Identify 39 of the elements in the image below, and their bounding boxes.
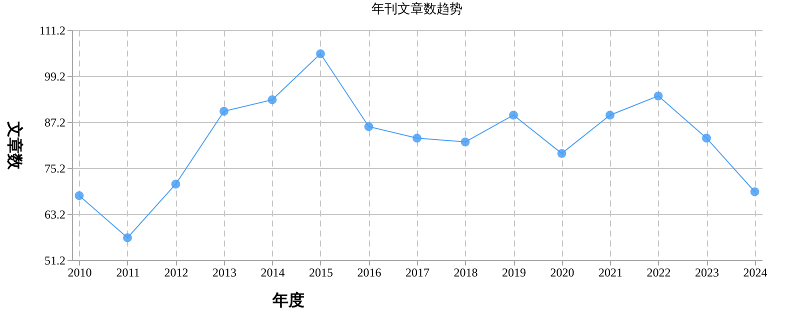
x-tick-label: 2011 [116, 266, 140, 280]
x-tick-label: 2017 [406, 266, 430, 280]
point [606, 110, 614, 120]
x-tick-label: 2024 [743, 266, 768, 280]
point [654, 91, 663, 100]
point [268, 95, 277, 104]
y-tick-label: 87.2 [44, 116, 66, 130]
point [364, 122, 374, 132]
point [220, 106, 228, 116]
point [460, 137, 470, 146]
x-tick-label: 2019 [502, 266, 526, 280]
x-tick-label: 2023 [695, 266, 720, 280]
x-tick-label: 2016 [357, 266, 382, 280]
y-tick-label: 75.2 [44, 162, 66, 176]
x-tick-label: 2018 [454, 266, 478, 280]
x-tick-label: 2014 [260, 266, 285, 280]
y-tick-label: 99.2 [44, 70, 66, 84]
x-tick-label: 2012 [164, 266, 188, 280]
x-axis-title: 年度 [272, 290, 304, 310]
point [316, 49, 325, 58]
point [509, 110, 518, 120]
x-tick-label: 2021 [598, 266, 623, 280]
x-tick-label: 2022 [646, 266, 671, 280]
point [412, 134, 422, 143]
y-tick-label: 51.2 [44, 254, 66, 268]
point [171, 180, 180, 189]
point [123, 233, 132, 242]
point [702, 134, 711, 143]
x-tick-label: 2015 [308, 266, 333, 280]
point [557, 148, 566, 158]
point [750, 187, 760, 196]
point [74, 191, 84, 200]
y-axis-title: 文章数 [6, 120, 24, 170]
y-tick-label: 111.2 [39, 24, 66, 38]
chart-title: 年刊文章数趋势 [372, 1, 462, 16]
x-tick-label: 2020 [550, 266, 574, 280]
y-tick-label: 63.2 [44, 208, 66, 222]
x-tick-label: 2013 [212, 266, 236, 280]
x-tick-label: 2010 [68, 266, 92, 280]
